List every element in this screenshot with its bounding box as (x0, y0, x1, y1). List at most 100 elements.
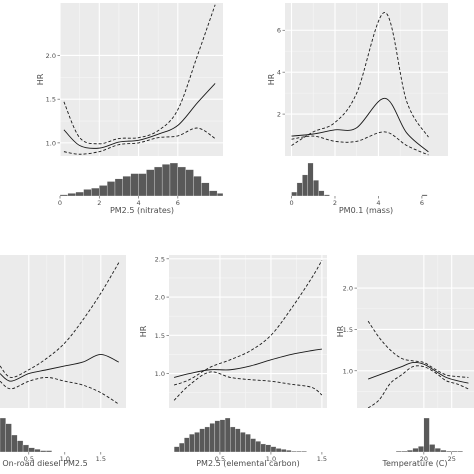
histogram-bar (40, 450, 47, 453)
y-axis-label: HR (139, 325, 148, 337)
confidence-bound-line (367, 365, 469, 408)
plot-background (60, 3, 223, 156)
histogram-bar (179, 442, 185, 453)
histogram-bar (28, 447, 35, 453)
y-tick-label: 6 (277, 27, 281, 35)
histogram-bar (313, 180, 319, 197)
histogram-bar (214, 420, 221, 453)
series-lines (63, 4, 216, 155)
gridlines (357, 255, 474, 408)
series-lines (173, 260, 323, 401)
x-tick-label: 0.5 (24, 455, 34, 463)
gridlines (169, 255, 327, 408)
histogram-bar (201, 182, 210, 197)
x-tick-label: 20 (420, 455, 428, 463)
histogram-bar (296, 450, 302, 453)
histogram-bar (45, 450, 52, 453)
y-tick-label: 1.0 (343, 367, 353, 375)
histogram-bar (91, 187, 100, 197)
histogram-bar (307, 162, 314, 197)
histogram-bar (22, 444, 29, 453)
histogram-bar (161, 164, 171, 197)
x-axis-label: PM2.5 (elemental carbon) (196, 459, 300, 468)
histogram-bar (230, 426, 236, 453)
x-tick-label: 6 (420, 199, 424, 207)
histogram-bar (34, 449, 41, 453)
histogram-bar (255, 441, 261, 453)
hr-estimate-line (0, 353, 119, 382)
histogram-bar (240, 432, 246, 453)
y-tick-label: 1.5 (343, 326, 353, 334)
x-axis-label: On-road diesel PM2.5 (2, 459, 87, 468)
histogram-bar (114, 178, 123, 197)
histogram-bar (193, 176, 202, 197)
y-axis-label: HR (267, 73, 276, 85)
histogram-bar (406, 449, 413, 453)
histogram-bar (224, 417, 231, 453)
histogram-bar (11, 434, 18, 453)
histogram-bar (235, 428, 241, 453)
x-axis-label: Temperature (C) (381, 459, 447, 468)
histogram-bar (260, 443, 266, 453)
histogram-bar (130, 173, 139, 197)
y-axis-label: HR (36, 73, 45, 85)
confidence-bound-line (0, 376, 120, 405)
y-tick-label: 1.0 (155, 370, 165, 378)
histogram-bar (173, 446, 180, 453)
y-axis-label: HR (336, 325, 345, 337)
y-tick-label: 2.0 (155, 294, 165, 302)
confidence-bound-line (63, 4, 216, 145)
chart-panel-3: 0.5 1.0 1.5 On-road diesel PM2.5 (0, 255, 126, 468)
x-tick-label: 6 (176, 199, 180, 207)
histogram-bar (291, 450, 297, 453)
x-tick-label: 2 (333, 199, 337, 207)
series-lines (0, 262, 120, 405)
confidence-bound-line (173, 371, 323, 401)
histogram-bar (17, 440, 24, 453)
histogram-bar (275, 448, 282, 453)
histogram-bar (154, 166, 163, 197)
gridlines (60, 3, 223, 156)
gridlines (285, 3, 448, 156)
histogram-bar (209, 190, 218, 197)
histogram-bar (245, 433, 251, 453)
histogram-bar (318, 190, 325, 197)
histogram-bar (189, 433, 195, 453)
chart-panel-2: 2 4 6 HR 0 2 4 6 PM0.1 (mass) (267, 3, 448, 215)
x-tick-label: 1.0 (60, 455, 70, 463)
confidence-bound-line (367, 320, 469, 378)
plot-background (0, 255, 126, 408)
histogram-bar (122, 176, 131, 197)
x-tick-label: 1.0 (266, 455, 276, 463)
histogram-bar (429, 444, 436, 453)
x-tick-label: 25 (448, 455, 456, 463)
x-tick-label: 1.5 (317, 455, 327, 463)
x-tick-label: 0 (289, 199, 293, 207)
hr-estimate-line (291, 97, 429, 153)
x-tick-label: 0 (58, 199, 62, 207)
histogram-bar (418, 446, 425, 453)
histogram-bar (457, 450, 464, 453)
histogram-bar (296, 182, 303, 197)
histogram-bar (59, 194, 69, 197)
x-tick-label: 0.5 (215, 455, 225, 463)
histogram-bar (434, 448, 441, 453)
histogram-bar (75, 191, 84, 197)
histogram-bar (219, 419, 226, 453)
confidence-bound-line (0, 262, 120, 378)
confidence-bound-line (173, 260, 323, 386)
y-tick-label: 4 (277, 69, 281, 77)
histogram-bar (421, 194, 428, 197)
histogram-bar (99, 185, 108, 197)
histogram-bar (265, 444, 272, 453)
histogram-bar (401, 450, 408, 453)
histogram-bar (67, 193, 76, 197)
histogram-bar (412, 448, 419, 453)
gridlines (28, 255, 102, 408)
y-tick-label: 2.0 (343, 285, 353, 293)
histogram-bar (216, 193, 224, 197)
y-tick-label: 2.0 (46, 52, 56, 60)
histogram-bar (440, 449, 447, 453)
